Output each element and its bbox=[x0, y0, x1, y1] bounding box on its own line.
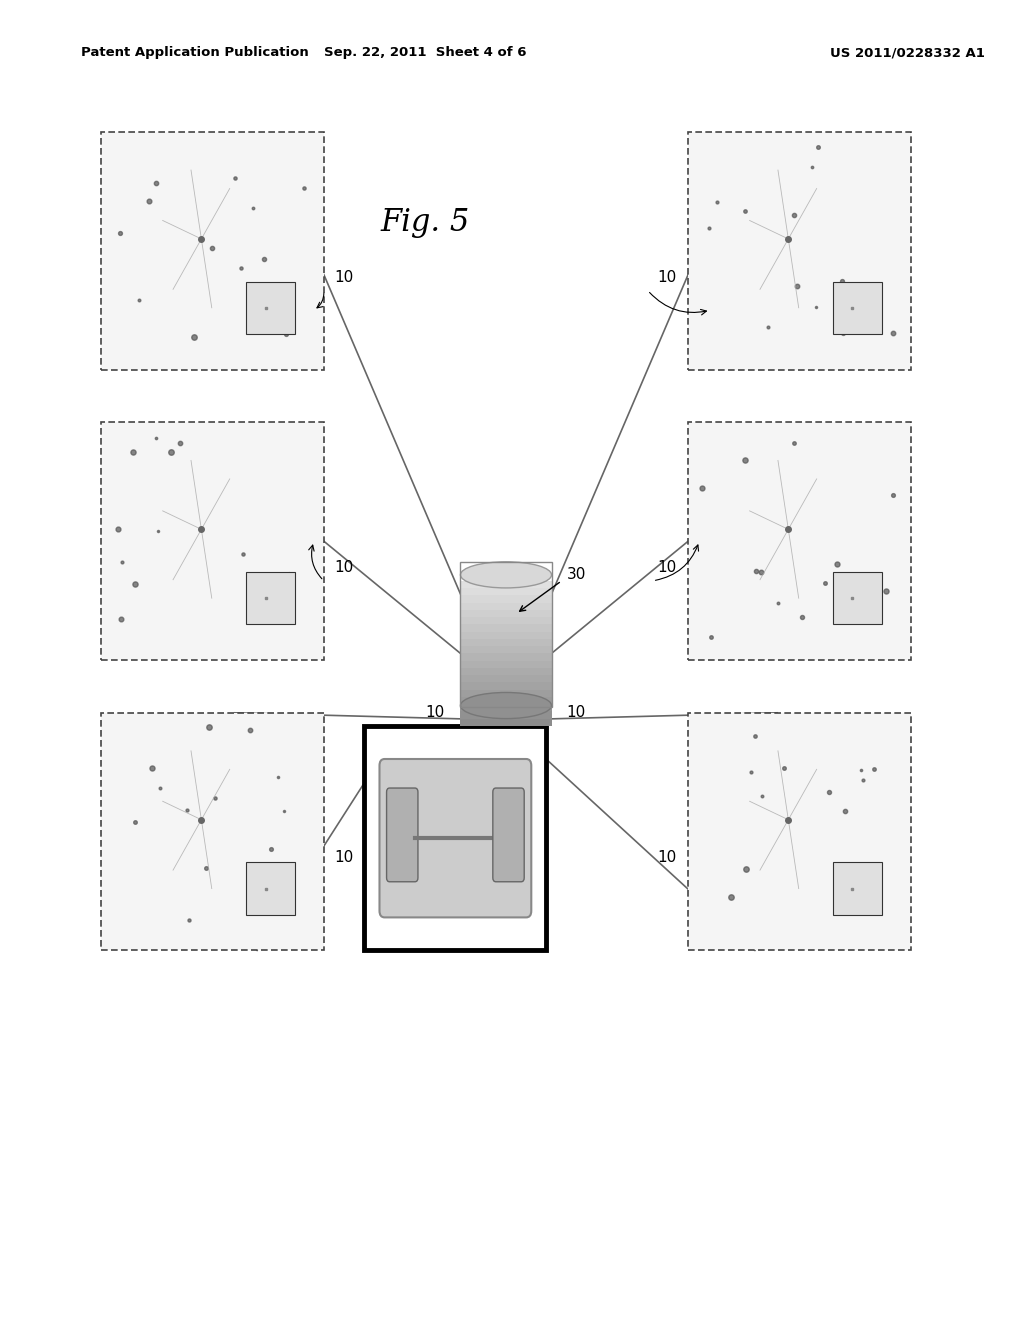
Ellipse shape bbox=[461, 693, 552, 718]
Text: 10: 10 bbox=[334, 850, 353, 866]
FancyBboxPatch shape bbox=[101, 132, 324, 370]
Text: 10: 10 bbox=[334, 269, 353, 285]
FancyBboxPatch shape bbox=[387, 788, 418, 882]
Bar bbox=[461, 676, 552, 682]
FancyBboxPatch shape bbox=[493, 788, 524, 882]
FancyBboxPatch shape bbox=[688, 713, 910, 950]
Text: 10: 10 bbox=[566, 705, 586, 721]
FancyBboxPatch shape bbox=[365, 726, 547, 950]
Bar bbox=[461, 624, 552, 631]
Bar bbox=[461, 595, 552, 602]
Text: Sep. 22, 2011  Sheet 4 of 6: Sep. 22, 2011 Sheet 4 of 6 bbox=[324, 46, 526, 59]
Bar bbox=[461, 639, 552, 645]
Bar bbox=[461, 610, 552, 618]
Bar bbox=[246, 281, 295, 334]
Bar bbox=[461, 602, 552, 610]
Text: 10: 10 bbox=[657, 560, 677, 576]
Bar bbox=[246, 572, 295, 624]
Bar bbox=[461, 581, 552, 589]
Text: 10: 10 bbox=[334, 560, 353, 576]
Bar bbox=[461, 682, 552, 689]
Text: Fig. 5: Fig. 5 bbox=[380, 207, 470, 238]
Bar bbox=[461, 618, 552, 624]
Text: US 2011/0228332 A1: US 2011/0228332 A1 bbox=[829, 46, 985, 59]
FancyBboxPatch shape bbox=[101, 422, 324, 660]
FancyBboxPatch shape bbox=[688, 422, 910, 660]
FancyBboxPatch shape bbox=[101, 713, 324, 950]
Bar bbox=[461, 705, 552, 711]
Bar bbox=[461, 632, 552, 639]
Text: Patent Application Publication: Patent Application Publication bbox=[81, 46, 308, 59]
Bar bbox=[461, 589, 552, 595]
FancyBboxPatch shape bbox=[688, 132, 910, 370]
Bar bbox=[833, 281, 882, 334]
Bar bbox=[461, 660, 552, 668]
Text: 10: 10 bbox=[425, 705, 444, 721]
Bar bbox=[461, 697, 552, 704]
Bar bbox=[833, 572, 882, 624]
Bar bbox=[461, 647, 552, 653]
Text: 10: 10 bbox=[657, 850, 677, 866]
Bar bbox=[461, 653, 552, 660]
Bar bbox=[461, 689, 552, 697]
Bar bbox=[833, 862, 882, 915]
FancyBboxPatch shape bbox=[380, 759, 531, 917]
Bar bbox=[461, 562, 552, 708]
Text: 30: 30 bbox=[566, 566, 586, 582]
Text: 10: 10 bbox=[657, 269, 677, 285]
Bar bbox=[246, 862, 295, 915]
Ellipse shape bbox=[461, 562, 552, 587]
Bar bbox=[461, 668, 552, 676]
Bar bbox=[461, 718, 552, 726]
Bar bbox=[461, 711, 552, 718]
